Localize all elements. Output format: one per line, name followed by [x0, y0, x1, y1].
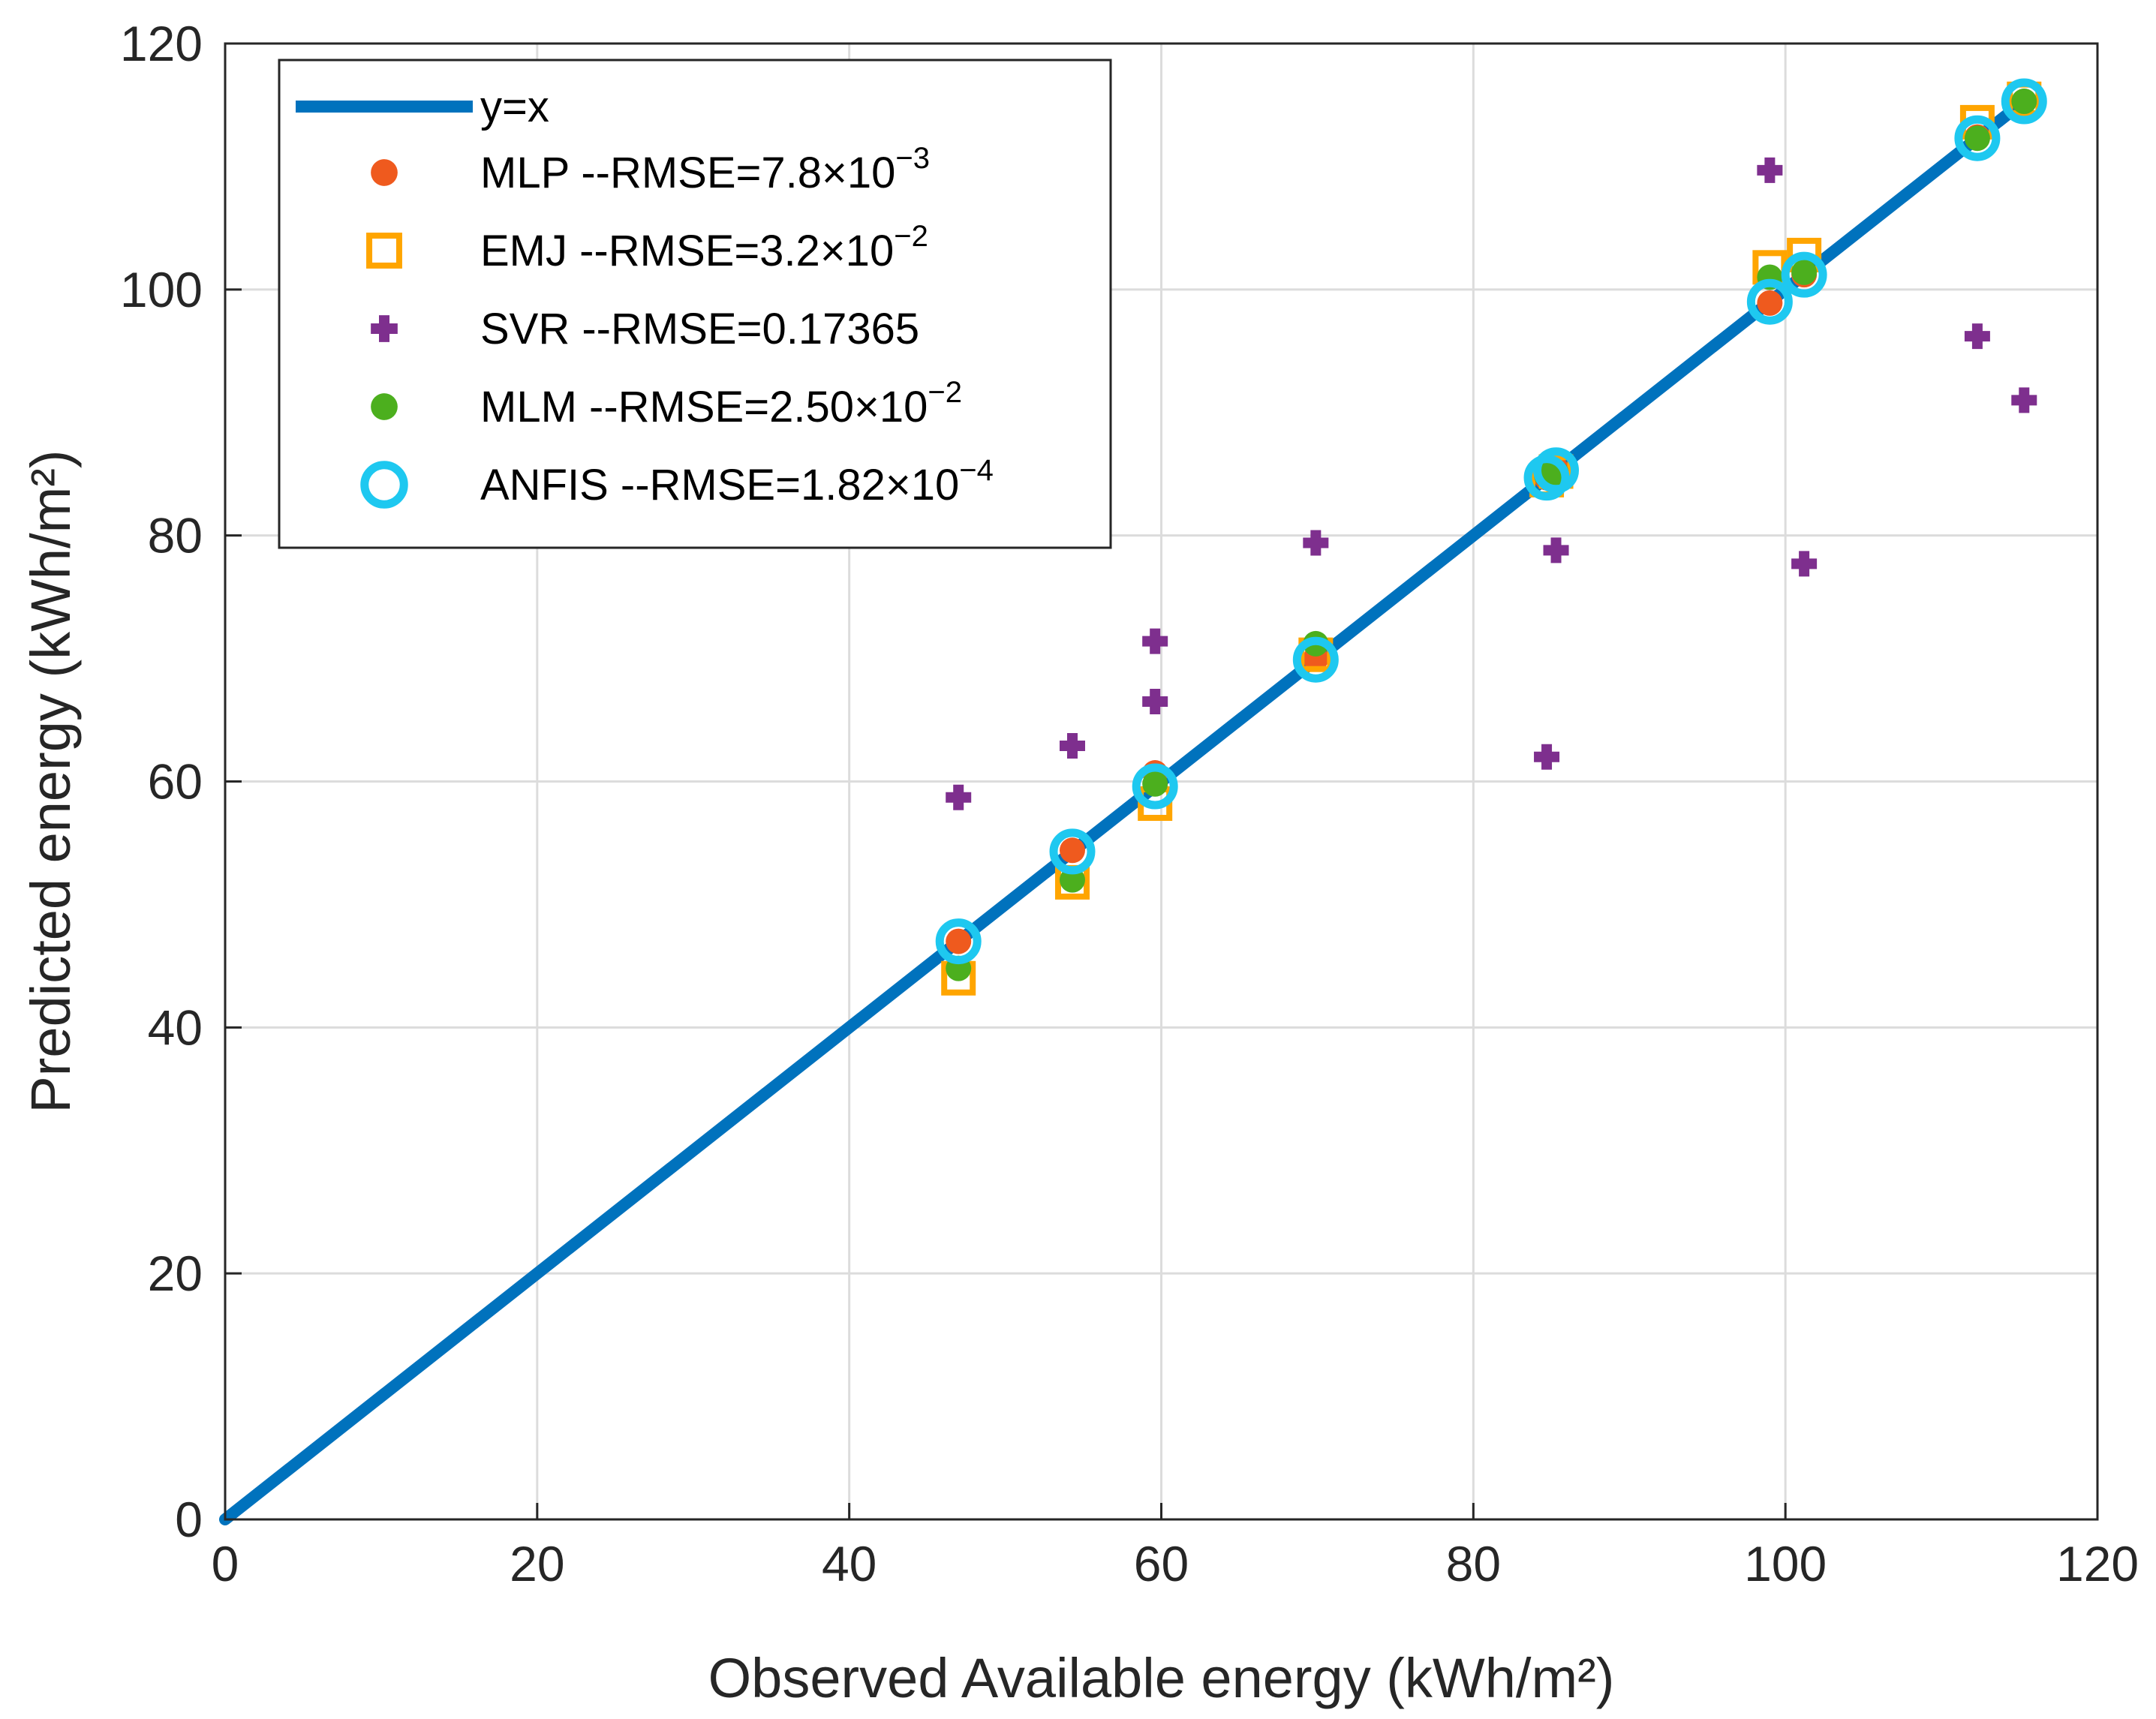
axes-frame [224, 42, 2099, 1521]
legend-exponent: −2 [928, 376, 962, 409]
mlm-point [2011, 89, 2037, 115]
legend-exponent: −3 [895, 142, 930, 175]
y-tick-label: 120 [120, 16, 203, 71]
x-tick-label: 0 [212, 1536, 239, 1591]
mlp-point [1059, 837, 1085, 864]
anfis-point [2001, 78, 2047, 125]
series-anfis [935, 78, 2047, 965]
legend-marker-mlp [371, 159, 398, 186]
legend-marker-emj [366, 233, 402, 269]
reference-line-layer [219, 95, 2031, 1525]
anfis-point [1132, 763, 1178, 810]
legend: y=x MLP --RMSE=7.8×10−3 EMJ --RMSE=3.2×10−… [278, 59, 1112, 549]
x-tick-label: 100 [1744, 1536, 1827, 1591]
y-tick-label: 40 [148, 999, 203, 1055]
svr-point [2011, 387, 2037, 413]
svr-point [1964, 323, 1990, 350]
anfis-point [1954, 115, 2001, 161]
legend-item-emj: EMJ --RMSE=3.2×10−2 [366, 220, 928, 275]
legend-label-emj: EMJ --RMSE=3.2×10−2 [480, 220, 928, 275]
reference-line-y-equals-x [219, 95, 2031, 1525]
legend-label-anfis: ANFIS --RMSE=1.82×10−4 [480, 454, 994, 509]
x-axis-ticks: 0 20 40 60 80 100 120 [212, 1503, 2139, 1591]
y-axis-ticks: 0 20 40 60 80 100 120 [120, 16, 242, 1547]
y-tick-label: 60 [148, 754, 203, 810]
legend-item-svr: SVR --RMSE=0.17365 [371, 305, 919, 353]
legend-marker-svr [371, 315, 398, 342]
svr-point [1791, 551, 1818, 577]
legend-item-anfis: ANFIS --RMSE=1.82×10−4 [360, 454, 994, 509]
legend-item-mlp: MLP --RMSE=7.8×10−3 [371, 142, 930, 197]
legend-box [278, 59, 1112, 549]
y-tick-label: 100 [120, 262, 203, 317]
legend-label-mlm: MLM --RMSE=2.50×10−2 [480, 376, 962, 431]
legend-marker-anfis [360, 461, 408, 509]
svr-point [946, 784, 972, 810]
mlm-point [1791, 259, 1818, 285]
anfis-point [1746, 278, 1793, 325]
x-tick-label: 120 [2056, 1536, 2139, 1591]
legend-exponent: −2 [894, 220, 928, 253]
svr-point [1543, 537, 1569, 563]
anfis-point [1533, 447, 1580, 494]
mlp-point [946, 928, 972, 954]
svr-point [1142, 688, 1168, 714]
anfis-point [1049, 828, 1096, 875]
mlm-point [1964, 125, 1990, 152]
svr-point [1142, 628, 1168, 654]
x-axis-label: Observed Available energy (kWh/m²) [708, 1647, 1615, 1709]
mlm-point [1142, 771, 1168, 797]
svr-point [1303, 530, 1329, 556]
x-tick-label: 20 [510, 1536, 564, 1591]
y-tick-label: 20 [148, 1246, 203, 1301]
anfis-point [935, 918, 982, 965]
svr-point [1534, 744, 1560, 770]
series-layer [935, 78, 2047, 996]
y-tick-label: 0 [175, 1492, 203, 1547]
legend-label-mlp: MLP --RMSE=7.8×10−3 [480, 142, 930, 197]
anfis-point [1292, 636, 1339, 683]
x-tick-label: 40 [822, 1536, 877, 1591]
legend-marker-mlm [371, 393, 398, 420]
legend-item-y-equals-x: y=x [296, 83, 549, 131]
series-svr [946, 157, 2037, 810]
x-tick-label: 60 [1134, 1536, 1189, 1591]
legend-label-svr: SVR --RMSE=0.17365 [480, 305, 919, 353]
mlp-point [1757, 290, 1783, 316]
x-tick-label: 80 [1446, 1536, 1501, 1591]
legend-exponent: −4 [959, 454, 994, 487]
svr-point [1757, 157, 1783, 183]
anfis-point [1781, 251, 1827, 298]
y-tick-label: 80 [148, 508, 203, 563]
legend-item-mlm: MLM --RMSE=2.50×10−2 [371, 376, 962, 431]
legend-label: y=x [480, 83, 549, 131]
y-axis-label: Predicted energy (kWh/m²) [20, 449, 82, 1113]
svr-point [1059, 732, 1085, 759]
